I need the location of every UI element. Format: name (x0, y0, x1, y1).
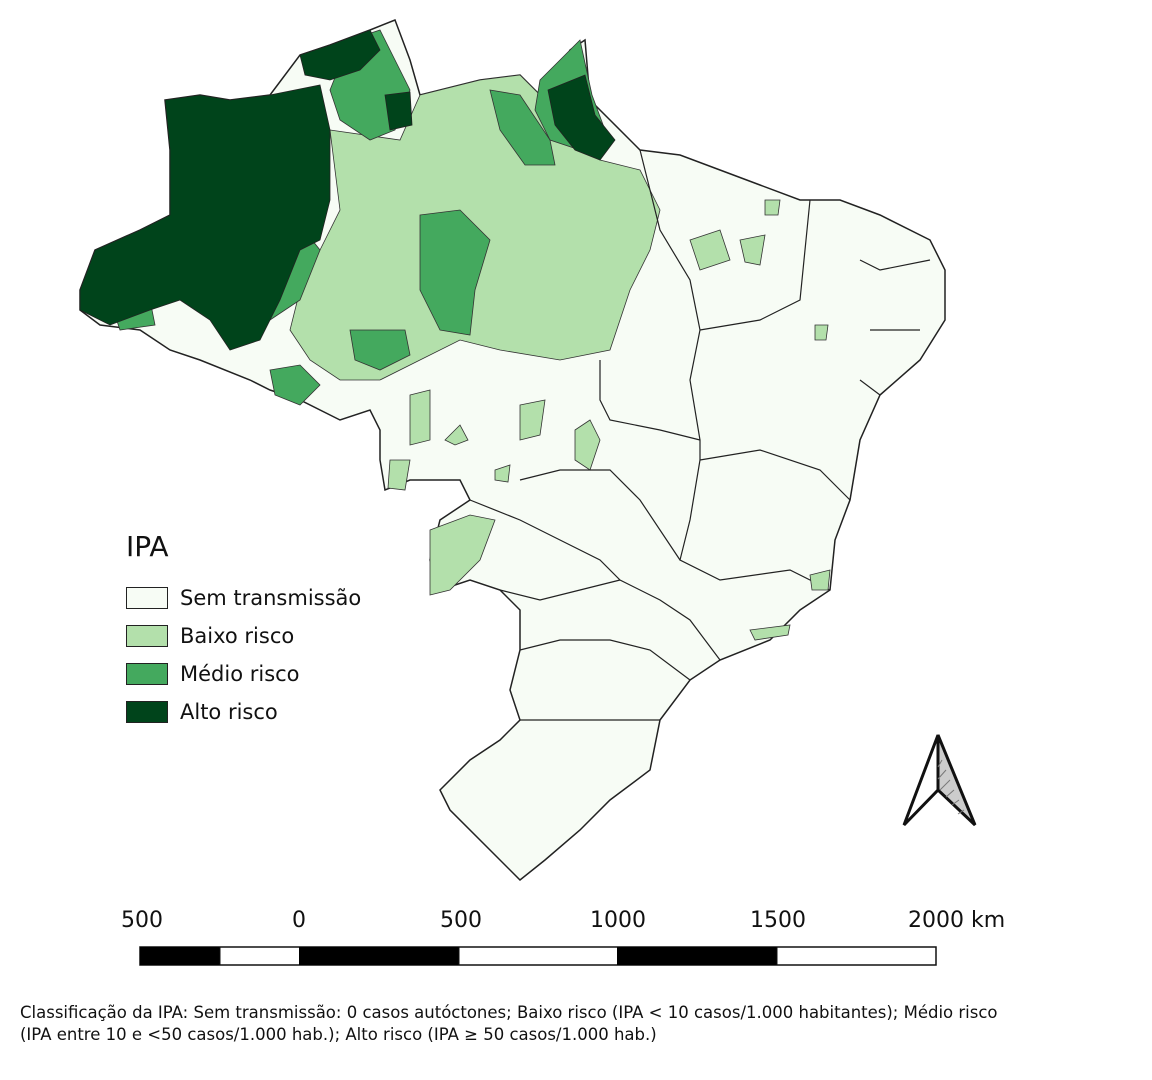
region-alto-risco-rr-mid (384, 91, 413, 131)
scale-segment (617, 947, 777, 965)
region-baixo-risco-goias (429, 514, 496, 596)
scale-label: 1500 (750, 908, 806, 933)
scale-segment (299, 947, 459, 965)
legend-title: IPA (126, 530, 169, 563)
legend-label: Baixo risco (180, 624, 295, 648)
region-baixo-risco-mt (387, 389, 546, 491)
legend-swatch (126, 587, 168, 609)
scale-label: 1000 (590, 908, 646, 933)
caption-line: (IPA entre 10 e <50 casos/1.000 hab.); A… (20, 1025, 657, 1044)
legend-swatch (126, 663, 168, 685)
scale-label: 500 (121, 908, 163, 933)
legend-item-alto-risco: Alto risco (126, 693, 361, 731)
legend-swatch (126, 701, 168, 723)
scale-segment (140, 947, 220, 965)
region-alto-risco-rr-north (299, 29, 381, 81)
region-alto-risco-am-west (79, 84, 331, 351)
region-alto-risco-ap (547, 74, 616, 161)
region-baixo-risco-ma (689, 229, 766, 271)
legend: IPA Sem transmissão Baixo risco Médio ri… (126, 530, 361, 731)
legend-label: Médio risco (180, 662, 300, 686)
scale-label: 500 (440, 908, 482, 933)
region-medio-risco-pa (489, 89, 556, 166)
region-baixo-risco-tocantins (574, 419, 601, 471)
region-medio-risco-ro (269, 329, 411, 406)
legend-swatch (126, 625, 168, 647)
legend-label: Sem transmissão (180, 586, 362, 610)
legend-item-sem-transmissao: Sem transmissão (126, 579, 361, 617)
legend-item-baixo-risco: Baixo risco (126, 617, 361, 655)
legend-item-medio-risco: Médio risco (126, 655, 361, 693)
scale-bar (139, 946, 937, 966)
north-arrow-icon (902, 734, 977, 827)
scale-label: 2000 km (908, 908, 1006, 933)
caption: Classificação da IPA: Sem transmissão: 0… (20, 1002, 1130, 1046)
caption-line: Classificação da IPA: Sem transmissão: 0… (20, 1003, 998, 1022)
state-borders (469, 149, 931, 721)
region-medio-risco-mt (419, 209, 491, 336)
scattered-patches (444, 199, 831, 641)
scale-label: 0 (292, 908, 306, 933)
legend-label: Alto risco (180, 700, 278, 724)
